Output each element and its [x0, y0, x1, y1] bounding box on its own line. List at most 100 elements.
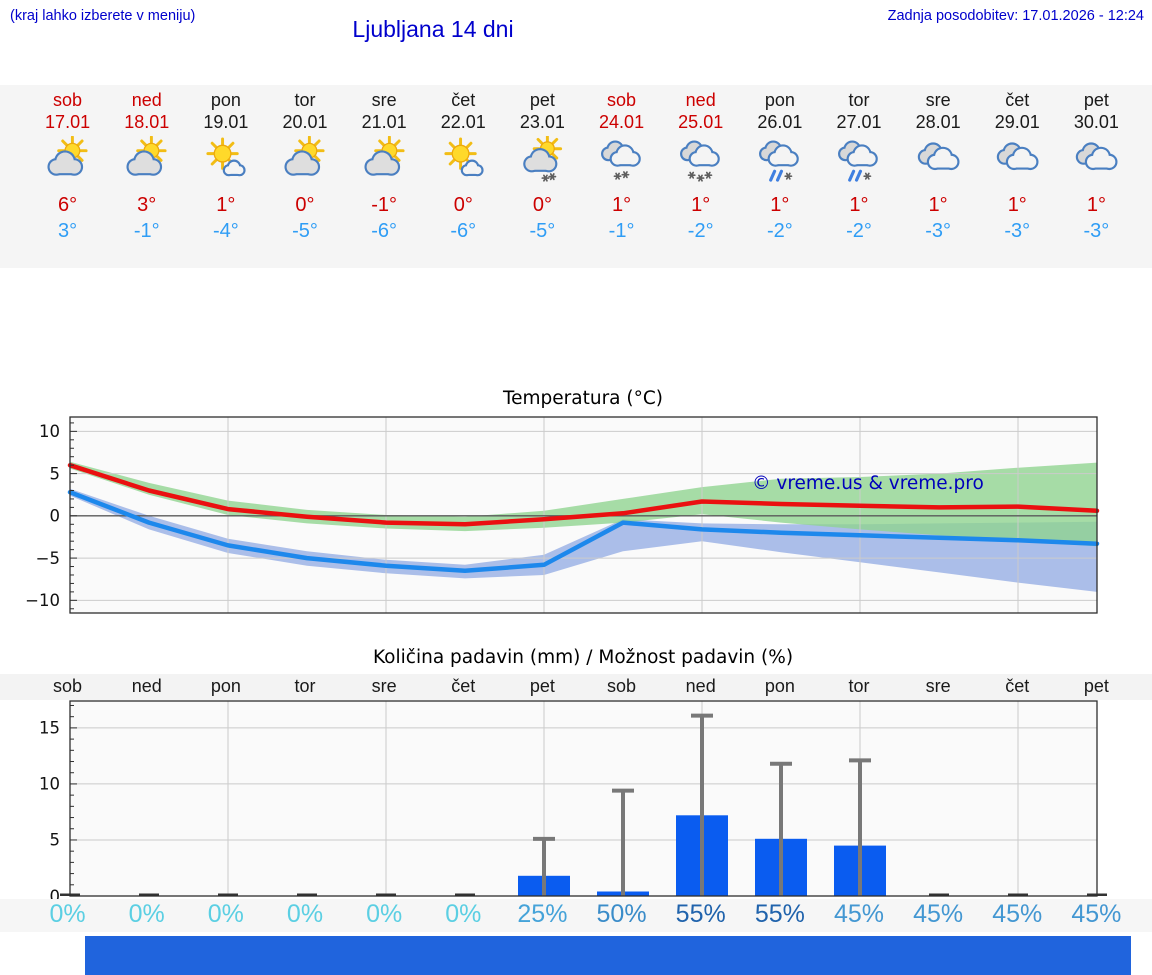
day-high-temp: 0°	[295, 194, 315, 216]
day-name: čet	[451, 90, 476, 110]
day-column: pon 26.01 1° -2°	[740, 85, 819, 268]
precip-probability: 0%	[445, 900, 482, 928]
menu-hint-text: (kraj lahko izberete v meniju)	[10, 8, 196, 24]
day-date: 23.01	[519, 112, 565, 132]
day-name: ned	[131, 90, 162, 110]
day-high-temp: 1°	[611, 194, 632, 216]
cloudy-snow-3-icon	[661, 136, 740, 183]
day-high-temp: 6°	[58, 194, 78, 216]
day-column: sre 28.01 1° -3°	[899, 85, 978, 268]
precip-probability: 0%	[128, 900, 165, 928]
precip-probability: 45%	[1071, 900, 1122, 928]
day-column: tor 27.01 1° -2°	[819, 85, 898, 268]
day-date: 24.01	[599, 112, 645, 132]
footer-bar	[85, 936, 1131, 975]
precip-day-label: sre	[925, 676, 951, 696]
svg-text:15: 15	[39, 719, 60, 738]
day-low-temp: -3°	[925, 220, 951, 242]
day-low-temp: -1°	[133, 220, 160, 242]
day-name: pet	[1083, 90, 1109, 110]
day-name: sob	[607, 90, 637, 110]
day-date: 17.01	[45, 112, 91, 132]
day-date: 18.01	[124, 112, 170, 132]
day-name: tor	[294, 90, 316, 110]
day-column: čet 29.01 1° -3°	[978, 85, 1057, 268]
day-name: pet	[529, 90, 555, 110]
day-low-temp: 3°	[58, 220, 78, 242]
cloudy-icon	[899, 136, 978, 183]
day-column: pet 23.01 0° -5°	[503, 85, 582, 268]
precip-day-label: čet	[451, 676, 476, 696]
precip-day-label: tor	[294, 676, 316, 696]
precip-day-label: sre	[371, 676, 397, 696]
svg-text:10: 10	[39, 775, 60, 794]
sun-small-cloud-icon	[186, 136, 265, 183]
page-title: Ljubljana 14 dni	[352, 16, 514, 42]
last-update-text: Zadnja posodobitev: 17.01.2026 - 12:24	[887, 8, 1144, 24]
svg-text:10: 10	[39, 422, 60, 441]
day-low-temp: -2°	[766, 220, 793, 242]
precip-day-label: čet	[1005, 676, 1030, 696]
day-high-temp: 1°	[216, 194, 236, 216]
day-high-temp: 1°	[691, 194, 711, 216]
day-name: pon	[764, 90, 795, 110]
cloudy-icon	[1057, 136, 1136, 183]
svg-text:0: 0	[50, 507, 61, 526]
sun-cloud-snow-icon	[503, 134, 582, 183]
day-name: pon	[210, 90, 241, 110]
day-low-temp: -5°	[292, 220, 318, 242]
cloudy-snow-2-icon	[582, 136, 661, 183]
day-low-temp: -3°	[1083, 220, 1110, 242]
day-date: 29.01	[994, 112, 1040, 132]
precip-day-label: pon	[210, 676, 241, 696]
sun-small-cloud-icon	[424, 136, 503, 183]
day-column: ned 25.01 1° -2°	[661, 85, 740, 268]
svg-text:0: 0	[50, 887, 61, 905]
day-low-temp: -2°	[687, 220, 714, 242]
svg-text:−5: −5	[36, 549, 60, 568]
cloudy-icon	[978, 136, 1057, 183]
day-high-temp: 1°	[928, 194, 948, 216]
day-date: 27.01	[836, 112, 882, 132]
sun-cloud-icon	[28, 135, 107, 183]
day-column: ned 18.01 3° -1°	[107, 85, 186, 268]
precip-day-label: ned	[131, 676, 162, 696]
day-low-temp: -6°	[450, 220, 477, 242]
precip-day-label: pet	[1083, 676, 1109, 696]
day-column: tor 20.01 0° -5°	[265, 85, 344, 268]
day-high-temp: 1°	[1086, 194, 1106, 216]
svg-text:5: 5	[50, 831, 61, 850]
day-name: sob	[53, 90, 83, 110]
day-high-temp: 3°	[137, 194, 157, 216]
precip-probability: 25%	[517, 900, 568, 928]
temperature-chart-title: Temperatura (°C)	[502, 388, 664, 409]
precip-probability: 55%	[754, 900, 805, 928]
svg-text:5: 5	[50, 464, 61, 483]
day-low-temp: -1°	[608, 220, 635, 242]
precip-day-label: sob	[607, 676, 637, 696]
day-name: sre	[925, 90, 951, 110]
sun-cloud-icon	[107, 135, 186, 183]
day-column: sob 17.01 6° 3°	[28, 85, 107, 268]
day-name: sre	[371, 90, 397, 110]
day-column: sob 24.01 1° -1°	[582, 85, 661, 268]
day-low-temp: -5°	[529, 220, 556, 242]
precipitation-chart: 0 5 10 15	[39, 700, 1107, 905]
day-low-temp: -4°	[212, 220, 239, 242]
svg-text:© vreme.us & vreme.pro: © vreme.us & vreme.pro	[752, 473, 984, 494]
day-column: sre 21.01 -1° -6°	[345, 85, 424, 268]
precip-day-label: pon	[764, 676, 795, 696]
day-date: 30.01	[1073, 112, 1119, 132]
precip-probability: 50%	[596, 900, 647, 928]
day-date: 25.01	[678, 112, 724, 132]
svg-text:−10: −10	[25, 591, 60, 610]
precip-probability: 0%	[207, 900, 244, 928]
precip-probability: 45%	[992, 900, 1043, 928]
day-date: 22.01	[440, 112, 486, 132]
precip-probability: 45%	[833, 900, 884, 928]
sun-cloud-icon	[345, 135, 424, 183]
day-name: ned	[685, 90, 716, 110]
day-high-temp: 0°	[453, 194, 473, 216]
precipitation-probability-row: 0% 0% 0% 0% 0% 0% 25% 50% 55% 55% 45% 45% 45% 45%	[0, 899, 1152, 932]
